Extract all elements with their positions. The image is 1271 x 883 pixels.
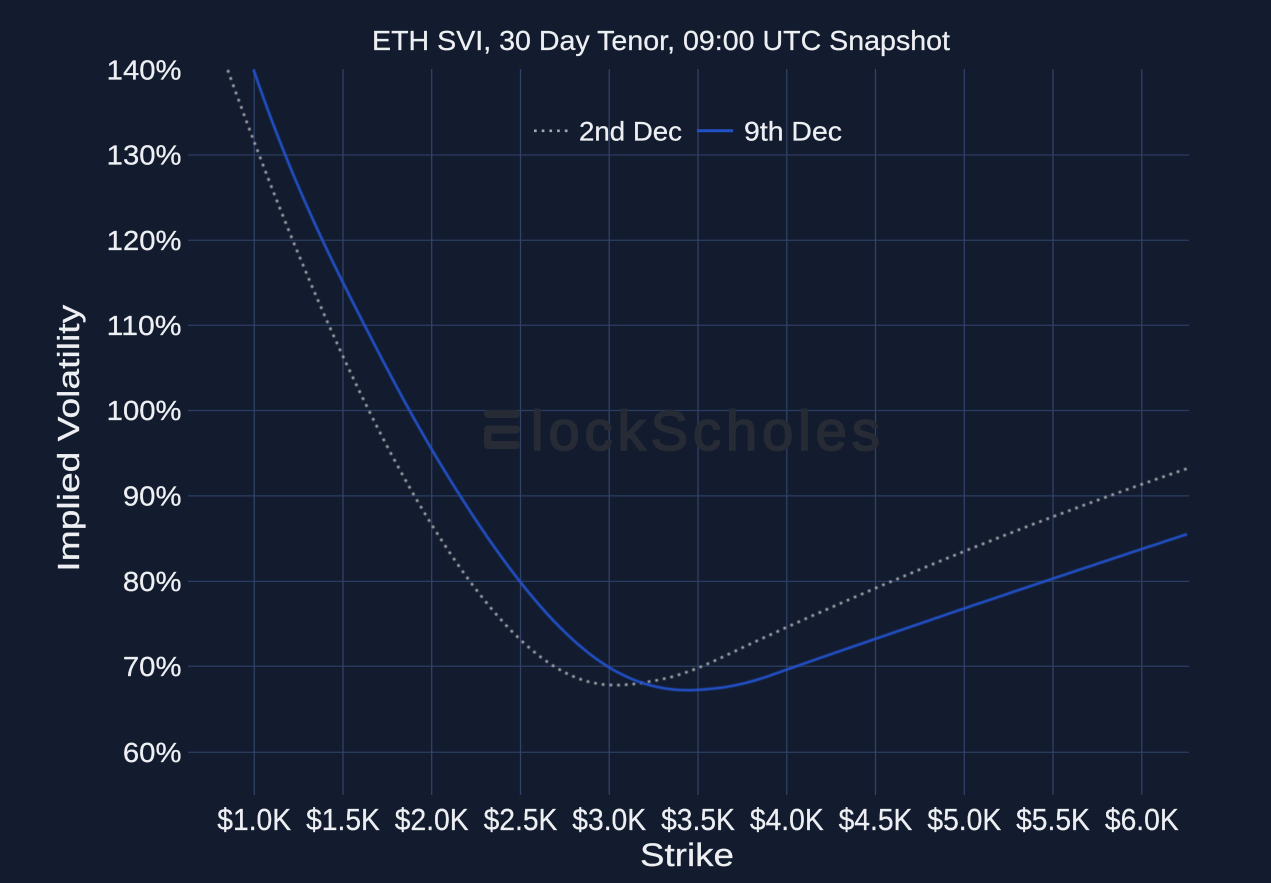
svg-text:Implied Volatility: Implied Volatility [51, 304, 86, 571]
svg-text:100%: 100% [107, 395, 182, 426]
svg-text:130%: 130% [107, 140, 182, 171]
svg-text:120%: 120% [107, 225, 182, 256]
svg-text:$1.0K: $1.0K [217, 803, 291, 837]
svg-text:$4.0K: $4.0K [750, 803, 824, 837]
svg-text:lockScholes: lockScholes [531, 399, 885, 462]
svg-text:$2.0K: $2.0K [395, 803, 469, 837]
svg-text:140%: 140% [107, 54, 182, 85]
svg-text:9th Dec: 9th Dec [744, 117, 842, 147]
svg-text:70%: 70% [123, 651, 182, 682]
svg-text:$2.5K: $2.5K [484, 803, 558, 837]
svg-text:$3.0K: $3.0K [572, 803, 646, 837]
svg-text:110%: 110% [107, 310, 182, 341]
svg-text:$4.5K: $4.5K [839, 803, 913, 837]
svg-text:60%: 60% [123, 737, 182, 768]
svg-text:ETH SVI, 30 Day Tenor, 09:00 U: ETH SVI, 30 Day Tenor, 09:00 UTC Snapsho… [372, 25, 950, 56]
svg-text:$3.5K: $3.5K [661, 803, 735, 837]
svg-text:$5.0K: $5.0K [927, 803, 1001, 837]
svg-text:80%: 80% [123, 566, 182, 597]
svg-text:$6.0K: $6.0K [1105, 803, 1179, 837]
svg-text:Strike: Strike [640, 837, 734, 873]
svg-text:$5.5K: $5.5K [1016, 803, 1090, 837]
svg-text:90%: 90% [123, 481, 182, 512]
svg-text:2nd Dec: 2nd Dec [579, 117, 682, 147]
svg-text:$1.5K: $1.5K [306, 803, 380, 837]
